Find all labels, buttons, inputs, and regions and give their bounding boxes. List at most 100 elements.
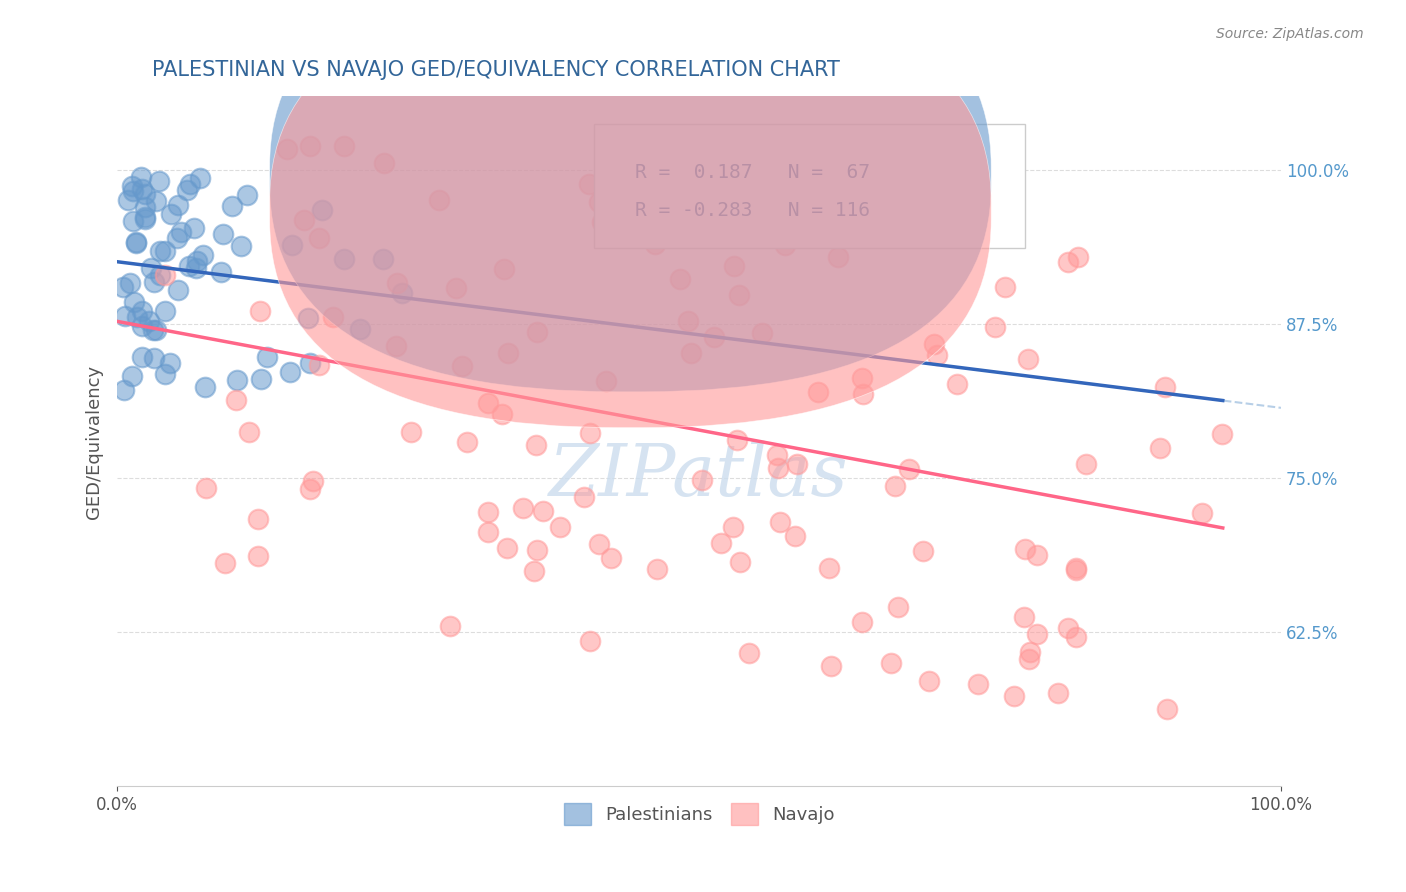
Point [349,322,371,336]
Point [735,189,758,203]
Point [786,457,808,471]
Point [783,529,806,543]
Point [1017,352,1039,367]
Legend: Palestinians, Navajo: Palestinians, Navajo [557,797,842,832]
Point [723,260,745,274]
Point [1066,564,1088,578]
Point [524,438,547,452]
Point [595,374,617,388]
Point [179,177,201,191]
FancyBboxPatch shape [595,124,1025,248]
Point [548,520,571,534]
Point [153,268,176,282]
Point [212,227,235,241]
Point [681,346,703,360]
Point [1018,645,1040,659]
Point [278,365,301,379]
Point [276,142,298,156]
Point [176,183,198,197]
Point [851,615,873,630]
Point [492,262,515,277]
Point [385,339,408,353]
Point [897,462,920,476]
Point [1153,380,1175,394]
Point [153,304,176,318]
Point [298,138,321,153]
Point [496,541,519,555]
Point [578,426,600,441]
Point [333,138,356,153]
Point [668,272,690,286]
Point [1066,251,1088,265]
Point [250,372,273,386]
Point [131,350,153,364]
Point [851,371,873,385]
Point [385,276,408,290]
Point [658,161,681,176]
Text: Source: ZipAtlas.com: Source: ZipAtlas.com [1216,27,1364,41]
Point [125,235,148,250]
Point [247,512,270,526]
Point [491,407,513,421]
Point [229,239,252,253]
Point [773,237,796,252]
Point [1056,255,1078,269]
Point [730,555,752,569]
Point [1014,542,1036,557]
Point [884,195,907,210]
Point [149,244,172,258]
Point [690,473,713,487]
Point [297,311,319,326]
Point [131,319,153,334]
Point [1002,689,1025,703]
Point [531,504,554,518]
Point [737,646,759,660]
Text: R = -0.283   N = 116: R = -0.283 N = 116 [636,201,870,219]
Point [373,156,395,170]
Point [721,519,744,533]
Point [820,659,842,673]
Point [644,237,666,252]
Point [579,633,602,648]
Point [591,215,613,229]
Point [131,304,153,318]
Point [322,310,344,324]
Point [183,220,205,235]
Point [927,348,949,362]
Point [299,482,322,496]
Point [139,260,162,275]
Point [332,252,354,266]
Point [1064,630,1087,644]
Point [634,207,657,221]
Point [226,373,249,387]
Point [766,460,789,475]
Point [883,479,905,493]
Point [439,619,461,633]
Point [918,674,941,689]
Point [526,542,548,557]
Point [725,433,748,447]
Point [148,173,170,187]
Point [122,295,145,310]
Point [924,337,946,351]
Point [429,193,451,207]
Point [177,259,200,273]
Point [1018,652,1040,666]
Point [993,280,1015,294]
Point [194,481,217,495]
Point [238,425,260,439]
Point [703,330,725,344]
Point [249,304,271,318]
Point [451,359,474,373]
Point [191,248,214,262]
Point [186,253,208,268]
Point [371,252,394,267]
Point [247,549,270,563]
Point [456,434,478,449]
Point [153,244,176,259]
Point [633,186,655,201]
Point [134,212,156,227]
Point [308,358,330,372]
Point [118,276,141,290]
Point [1026,627,1049,641]
